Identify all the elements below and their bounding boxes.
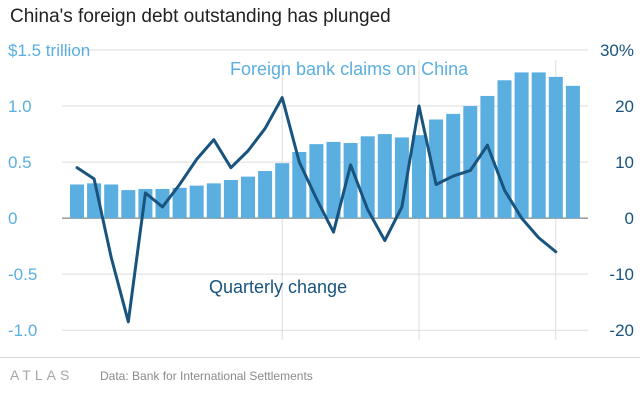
bar [223,180,238,219]
left-axis: $1.5 trillion 1.0 0.5 0 -0.5 -1.0 [8,41,90,340]
left-tick-label: -1.0 [8,321,37,340]
bar [412,135,426,219]
chart-title: China's foreign debt outstanding has plu… [10,6,391,27]
left-tick-label: $1.5 trillion [8,41,90,60]
bar [531,72,546,219]
left-tick-label: 0.5 [8,153,32,172]
bar [172,187,187,219]
atlas-logo: ATLAS [10,367,74,383]
bar [343,143,358,219]
right-tick-label: 20 [615,97,634,116]
left-tick-label: -0.5 [8,265,37,284]
bar [275,163,290,219]
bar [446,113,461,219]
bar [189,185,204,219]
left-tick-label: 0 [8,209,17,228]
bar [104,184,119,219]
line-series-annotation: Quarterly change [209,277,347,297]
right-tick-label: 30% [600,41,634,60]
footer: ATLAS Data: Bank for International Settl… [0,357,640,410]
right-tick-label: -10 [609,265,634,284]
bar [206,183,221,219]
source-note: Data: Bank for International Settlements [100,369,313,383]
right-tick-label: 10 [615,153,634,172]
footer-divider [0,357,640,358]
bar [514,72,529,219]
right-tick-label: 0 [625,209,634,228]
bar [309,144,324,219]
right-tick-label: -20 [609,321,634,340]
left-tick-label: 1.0 [8,97,32,116]
bar [241,176,255,219]
bar [377,134,392,219]
right-axis: 30% 20 10 0 -10 -20 [600,41,634,340]
bar-series [70,72,580,219]
bar [394,137,409,219]
bar [463,106,478,219]
bar [155,188,170,219]
bar [565,85,580,219]
annotations: Foreign bank claims on China Quarterly ch… [209,59,469,297]
bar [480,95,495,219]
bar [258,171,273,219]
line-series [75,96,558,324]
x-tick-label: 2012 [402,354,435,357]
bar [121,190,136,219]
bar [548,76,563,219]
bar [326,141,341,219]
bar-series-annotation: Foreign bank claims on China [230,59,469,79]
bar [70,184,84,219]
bar [429,119,444,219]
x-tick-label: 2014 [539,354,572,357]
